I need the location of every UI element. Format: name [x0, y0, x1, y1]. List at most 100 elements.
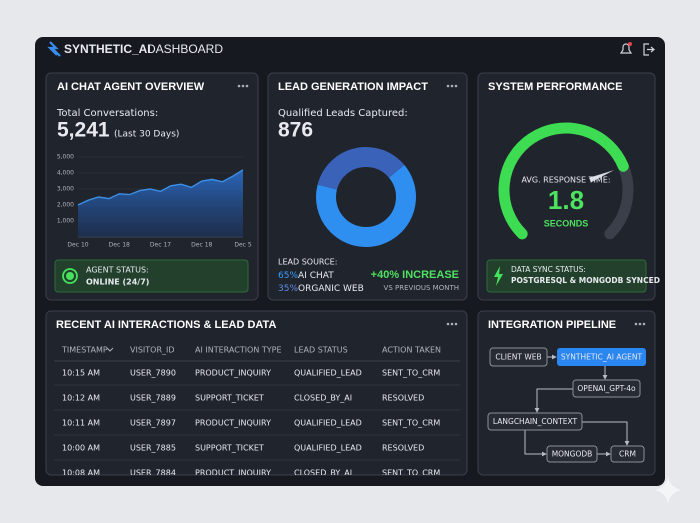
status-label: AGENT STATUS:: [86, 266, 149, 275]
source-item: 35%ORGANIC WEB: [278, 284, 364, 294]
y-tick-label: 4,000: [57, 170, 74, 177]
card-title: SYSTEM PERFORMANCE: [488, 81, 622, 93]
card-title: RECENT AI INTERACTIONS & LEAD DATA: [56, 319, 276, 331]
metric-label: Total Conversations:: [56, 108, 158, 119]
line: [77, 169, 244, 206]
menu-icons: [237, 84, 646, 326]
sync-label: DATA SYNC STATUS:: [511, 265, 586, 274]
source-name: ORGANIC WEB: [298, 284, 364, 294]
node-label: MONGODB: [552, 450, 593, 459]
cell: USER_7885: [130, 444, 176, 453]
gauge-unit: SECONDS: [544, 218, 589, 228]
cell: USER_7884: [130, 469, 176, 478]
cell: QUALIFIED_LEAD: [294, 369, 362, 378]
cell: RESOLVED: [382, 394, 424, 403]
node-label: CLIENT WEB: [495, 353, 541, 362]
metric-value: 876: [278, 119, 313, 142]
cell: RESOLVED: [382, 444, 424, 453]
card-title: AI CHAT AGENT OVERVIEW: [57, 81, 205, 93]
area: [78, 169, 243, 237]
menu-icon[interactable]: [446, 84, 458, 88]
cell: QUALIFIED_LEAD: [294, 419, 362, 428]
menu-icon[interactable]: [634, 322, 646, 326]
x-tick-label: Dec 5: [234, 242, 252, 249]
table: TIMESTAMP VISITOR_ID AI INTERACTION TYPE LE…: [54, 346, 460, 478]
pipeline-nodes: CLIENT WEB SYNTHETIC_AI AGENT OPENAI_GPT-4…: [487, 347, 646, 463]
gauge: [498, 122, 634, 240]
metric-label: Qualified Leads Captured:: [278, 108, 408, 119]
metric-value: 5,241: [57, 119, 110, 142]
source-percent: 35%: [278, 284, 298, 294]
cell: SENT_TO_CRM: [382, 419, 440, 428]
brand: SYNTHETIC_AI: [64, 42, 151, 56]
cell: 10:15 AM: [62, 369, 100, 378]
connectors: [524, 354, 630, 457]
x-tick-label: Dec 10: [67, 242, 88, 249]
header-title: DASHBOARD: [147, 42, 223, 56]
status-value: ONLINE (24/7): [86, 278, 149, 287]
connector: [524, 430, 547, 457]
cell: CLOSED_BY_AI: [294, 469, 352, 478]
node-label: CRM: [619, 450, 636, 459]
column-header: VISITOR_ID: [130, 346, 175, 355]
gauge-track: [604, 160, 634, 240]
card-title: LEAD GENERATION IMPACT: [278, 81, 428, 93]
donut-segment: [316, 147, 416, 247]
column-header: LEAD STATUS: [294, 346, 348, 355]
y-tick-label: 2,000: [57, 202, 74, 209]
cell: 10:08 AM: [62, 469, 100, 478]
pipeline-node: [489, 347, 548, 367]
pipeline-node: [557, 348, 646, 366]
pipeline-node: [546, 445, 598, 463]
cell: 10:11 AM: [62, 419, 100, 428]
cell: PRODUCT_INQUIRY: [195, 419, 271, 428]
change: +40% INCREASE: [371, 269, 459, 281]
pipeline-node: [572, 379, 641, 398]
cell: USER_7889: [130, 394, 176, 403]
cell: 10:12 AM: [62, 394, 100, 403]
node-label: LANGCHAIN_CONTEXT: [493, 417, 578, 426]
cell: SENT_TO_CRM: [382, 469, 440, 478]
column-header: ACTION TAKEN: [382, 346, 441, 355]
bell-icon[interactable]: [619, 43, 633, 54]
gauge-needle: [589, 170, 615, 183]
cell: SENT_TO_CRM: [382, 369, 440, 378]
x-tick-label: Dec 17: [150, 242, 171, 249]
change-note: VS PREVIOUS MONTH: [384, 284, 459, 292]
y-tick-label: 3,000: [57, 186, 74, 193]
column-header: AI INTERACTION TYPE: [195, 346, 282, 355]
sort-icon[interactable]: [106, 347, 114, 352]
column-header: TIMESTAMP: [61, 346, 108, 355]
cell: PRODUCT_INQUIRY: [195, 369, 271, 378]
node-label: SYNTHETIC_AI AGENT: [561, 353, 643, 362]
sync-value: POSTGRESQL & MONGODB SYNCED: [511, 276, 660, 285]
menu-icon[interactable]: [237, 84, 249, 88]
gauge-value: 1.8: [548, 185, 584, 215]
sync-box: [486, 259, 647, 293]
notification-dot: [628, 42, 632, 46]
connector: [534, 388, 573, 413]
pipeline-node: [487, 412, 583, 431]
y-tick-label: 5,000: [57, 154, 74, 161]
chat-card: [45, 72, 259, 301]
gauge-label: AVG. RESPONSE TIME:: [521, 176, 610, 185]
gauge-value-arc: [498, 122, 629, 240]
performance-card: [477, 72, 656, 301]
menu-icon[interactable]: [446, 322, 458, 326]
cell: USER_7897: [130, 419, 176, 428]
cell: SUPPORT_TICKET: [195, 444, 264, 453]
cell: USER_7890: [130, 369, 176, 378]
status-icon: [62, 268, 78, 284]
cell: CLOSED_BY_AI: [294, 394, 352, 403]
x-tick-label: Dec 18: [191, 242, 212, 249]
lead-card: [267, 72, 468, 301]
connector: [582, 421, 630, 446]
cell: 10:00 AM: [62, 444, 100, 453]
logout-icon[interactable]: [643, 43, 655, 56]
status-box: [54, 259, 249, 293]
logo: [47, 41, 61, 57]
source-label: LEAD SOURCE:: [278, 258, 337, 267]
node-label: OPENAI_GPT-4o: [577, 384, 636, 393]
